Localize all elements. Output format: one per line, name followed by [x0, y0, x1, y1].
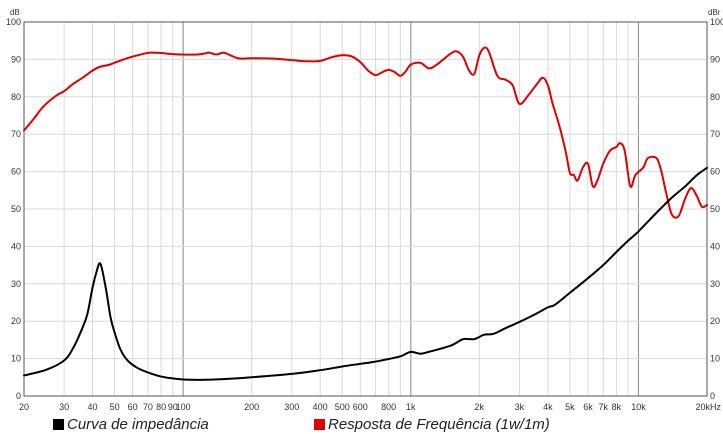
- y-tick-label-right: 20: [710, 316, 720, 326]
- x-tick-label: 5k: [565, 402, 575, 412]
- x-tick-label: 1k: [406, 402, 416, 412]
- y-tick-label-left: 90: [11, 54, 21, 64]
- series-line-frequency-response: [23, 46, 708, 219]
- y-tick-label-right: 100: [710, 17, 723, 27]
- y-tick-label-left: 0: [16, 391, 21, 401]
- x-tick-label: 2k: [475, 402, 485, 412]
- series-line-impedance: [23, 166, 708, 381]
- x-tick-label: 20: [19, 402, 29, 412]
- y-tick-label-right: 0: [710, 391, 715, 401]
- y-unit-left: dB: [10, 8, 20, 17]
- y-tick-label-left: 70: [11, 129, 21, 139]
- legend-response-label: Resposta de Frequência (1w/1m): [328, 416, 550, 433]
- x-tick-label: 800: [381, 402, 396, 412]
- x-tick-label: 8k: [612, 402, 622, 412]
- plot-frame: [23, 21, 708, 397]
- x-tick-label: 40: [87, 402, 97, 412]
- y-tick-label-left: 50: [11, 204, 21, 214]
- grid: [23, 22, 708, 396]
- y-axis-left: 0 10 20 30 40 50 60 70 80 90 100: [6, 17, 21, 401]
- y-tick-label-left: 40: [11, 241, 21, 251]
- legend-swatch-red: [314, 419, 325, 430]
- x-tick-label: 10k: [631, 402, 646, 412]
- x-tick-label: 30: [59, 402, 69, 412]
- x-tick-label: 500: [335, 402, 350, 412]
- x-tick-label: 400: [313, 402, 328, 412]
- x-tick-label: 70: [143, 402, 153, 412]
- y-tick-label-right: 80: [710, 92, 720, 102]
- y-tick-label-left: 30: [11, 279, 21, 289]
- x-tick-label: 600: [353, 402, 368, 412]
- legend-response: Resposta de Frequência (1w/1m): [314, 416, 550, 433]
- legend-impedance-label: Curva de impedância: [67, 416, 209, 433]
- x-tick-label: 80: [156, 402, 166, 412]
- x-tick-label: 4k: [543, 402, 553, 412]
- x-tick-label: 300: [284, 402, 299, 412]
- x-tick-label: 90: [168, 402, 178, 412]
- y-tick-label-right: 70: [710, 129, 720, 139]
- y-tick-label-left: 10: [11, 354, 21, 364]
- y-tick-label-right: 40: [710, 241, 720, 251]
- y-tick-label-right: 60: [710, 167, 720, 177]
- y-tick-label-right: 10: [710, 354, 720, 364]
- y-tick-label-right: 50: [710, 204, 720, 214]
- y-tick-label-right: 30: [710, 279, 720, 289]
- y-tick-label-left: 60: [11, 167, 21, 177]
- y-tick-label-left: 20: [11, 316, 21, 326]
- x-tick-label: 3k: [515, 402, 525, 412]
- x-tick-label: 20kHz: [695, 402, 721, 412]
- legend-swatch-black: [53, 419, 64, 430]
- y-tick-label-left: 80: [11, 92, 21, 102]
- y-axis-right: 0 10 20 30 40 50 60 70 80 90 100: [710, 17, 723, 401]
- x-tick-label: 200: [244, 402, 259, 412]
- x-tick-label: 50: [110, 402, 120, 412]
- x-tick-label: 7k: [598, 402, 608, 412]
- y-unit-right: dBr: [708, 8, 721, 17]
- y-tick-label-right: 90: [710, 54, 720, 64]
- x-tick-label: 6k: [583, 402, 593, 412]
- x-tick-label: 60: [128, 402, 138, 412]
- x-tick-label: 100: [176, 402, 191, 412]
- y-tick-label-left: 100: [6, 17, 21, 27]
- series-group: [23, 46, 708, 381]
- legend-impedance: Curva de impedância: [53, 416, 209, 433]
